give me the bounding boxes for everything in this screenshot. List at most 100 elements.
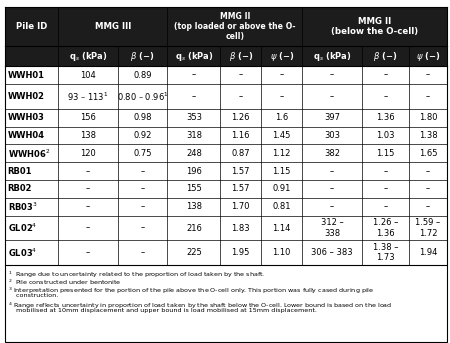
Bar: [4, 66, 447, 84]
Text: MMG II
(below the O-cell): MMG II (below the O-cell): [331, 17, 418, 36]
Bar: [4, 216, 447, 240]
Text: –: –: [140, 167, 145, 176]
Text: $^2$  Pile constructed under bentonite: $^2$ Pile constructed under bentonite: [8, 277, 122, 287]
Text: 1.36: 1.36: [376, 113, 395, 122]
Text: –: –: [426, 71, 430, 80]
Text: 1.45: 1.45: [273, 131, 291, 140]
Text: $\psi$ (−): $\psi$ (−): [416, 50, 440, 63]
Text: 0.98: 0.98: [133, 113, 152, 122]
Text: $\beta$ (−): $\beta$ (−): [229, 50, 253, 63]
Text: WWH03: WWH03: [8, 113, 45, 122]
Text: 1.70: 1.70: [232, 202, 250, 211]
Text: –: –: [238, 71, 243, 80]
Text: 1.38: 1.38: [418, 131, 437, 140]
Text: 0.75: 0.75: [133, 149, 152, 158]
Text: 138: 138: [80, 131, 96, 140]
Text: 1.26 –
1.36: 1.26 – 1.36: [373, 218, 398, 238]
Text: MMG II
(top loaded or above the O-
cell): MMG II (top loaded or above the O- cell): [174, 12, 296, 42]
Bar: [167, 46, 220, 66]
Text: –: –: [383, 71, 387, 80]
Text: construction.: construction.: [8, 293, 58, 298]
Text: q$_s$ (kPa): q$_s$ (kPa): [69, 50, 108, 63]
Bar: [58, 46, 118, 66]
Text: 397: 397: [324, 113, 340, 122]
Text: 306 – 383: 306 – 383: [311, 248, 353, 257]
Text: –: –: [192, 92, 196, 101]
Text: 0.80 – 0.96$^1$: 0.80 – 0.96$^1$: [117, 90, 168, 103]
Text: Pile ID: Pile ID: [16, 22, 47, 31]
Bar: [4, 46, 59, 66]
Text: 138: 138: [186, 202, 202, 211]
Text: 382: 382: [324, 149, 340, 158]
Bar: [4, 162, 447, 180]
Text: 196: 196: [186, 167, 202, 176]
Text: –: –: [86, 167, 90, 176]
Bar: [4, 240, 447, 265]
Text: WWH02: WWH02: [8, 92, 45, 101]
Bar: [220, 46, 261, 66]
Text: 216: 216: [186, 224, 202, 233]
Text: 1.95: 1.95: [232, 248, 250, 257]
Text: 93 – 113$^1$: 93 – 113$^1$: [68, 90, 109, 103]
Bar: [302, 7, 447, 46]
Bar: [4, 109, 447, 127]
Text: –: –: [426, 202, 430, 211]
Text: WWH04: WWH04: [8, 131, 45, 140]
Text: –: –: [140, 224, 145, 233]
Bar: [4, 127, 447, 144]
Text: –: –: [330, 202, 334, 211]
Text: 1.15: 1.15: [376, 149, 395, 158]
Text: –: –: [383, 92, 387, 101]
Text: –: –: [86, 185, 90, 193]
Text: 1.65: 1.65: [418, 149, 437, 158]
Text: RB01: RB01: [8, 167, 32, 176]
Text: 1.80: 1.80: [418, 113, 437, 122]
Bar: [4, 265, 447, 342]
Text: GL03$^4$: GL03$^4$: [8, 247, 37, 259]
Bar: [302, 46, 362, 66]
Text: 120: 120: [80, 149, 96, 158]
Text: 0.91: 0.91: [273, 185, 291, 193]
Text: 156: 156: [80, 113, 96, 122]
Text: –: –: [383, 167, 387, 176]
Bar: [261, 46, 302, 66]
Text: –: –: [86, 224, 90, 233]
Text: 1.57: 1.57: [232, 185, 250, 193]
Text: –: –: [86, 202, 90, 211]
Text: $^3$ Interpretation presented for the portion of the pile above the O-cell only.: $^3$ Interpretation presented for the po…: [8, 285, 374, 296]
Bar: [4, 265, 447, 342]
Text: –: –: [192, 71, 196, 80]
Text: RB02: RB02: [8, 185, 32, 193]
Text: WWH01: WWH01: [8, 71, 45, 80]
Text: –: –: [279, 92, 284, 101]
Text: 312 –
338: 312 – 338: [320, 218, 343, 238]
Text: –: –: [330, 185, 334, 193]
Text: 104: 104: [80, 71, 96, 80]
Text: GL02$^4$: GL02$^4$: [8, 222, 37, 234]
Text: q$_s$ (kPa): q$_s$ (kPa): [175, 50, 213, 63]
Text: –: –: [383, 185, 387, 193]
Text: 1.83: 1.83: [231, 224, 250, 233]
Text: 1.26: 1.26: [232, 113, 250, 122]
Text: –: –: [330, 167, 334, 176]
Bar: [4, 84, 447, 109]
Text: 1.94: 1.94: [419, 248, 437, 257]
Text: –: –: [86, 248, 90, 257]
Text: –: –: [279, 71, 284, 80]
Text: –: –: [140, 185, 145, 193]
Bar: [4, 7, 59, 46]
Text: 1.15: 1.15: [273, 167, 291, 176]
Text: 0.92: 0.92: [133, 131, 152, 140]
Text: 353: 353: [186, 113, 202, 122]
Text: –: –: [383, 202, 387, 211]
Text: 303: 303: [324, 131, 340, 140]
Text: –: –: [140, 248, 145, 257]
Text: –: –: [426, 92, 430, 101]
Bar: [4, 144, 447, 162]
Text: –: –: [238, 92, 243, 101]
Bar: [58, 7, 167, 46]
Text: 1.03: 1.03: [376, 131, 395, 140]
Text: –: –: [330, 71, 334, 80]
Bar: [4, 180, 447, 198]
Text: –: –: [140, 202, 145, 211]
